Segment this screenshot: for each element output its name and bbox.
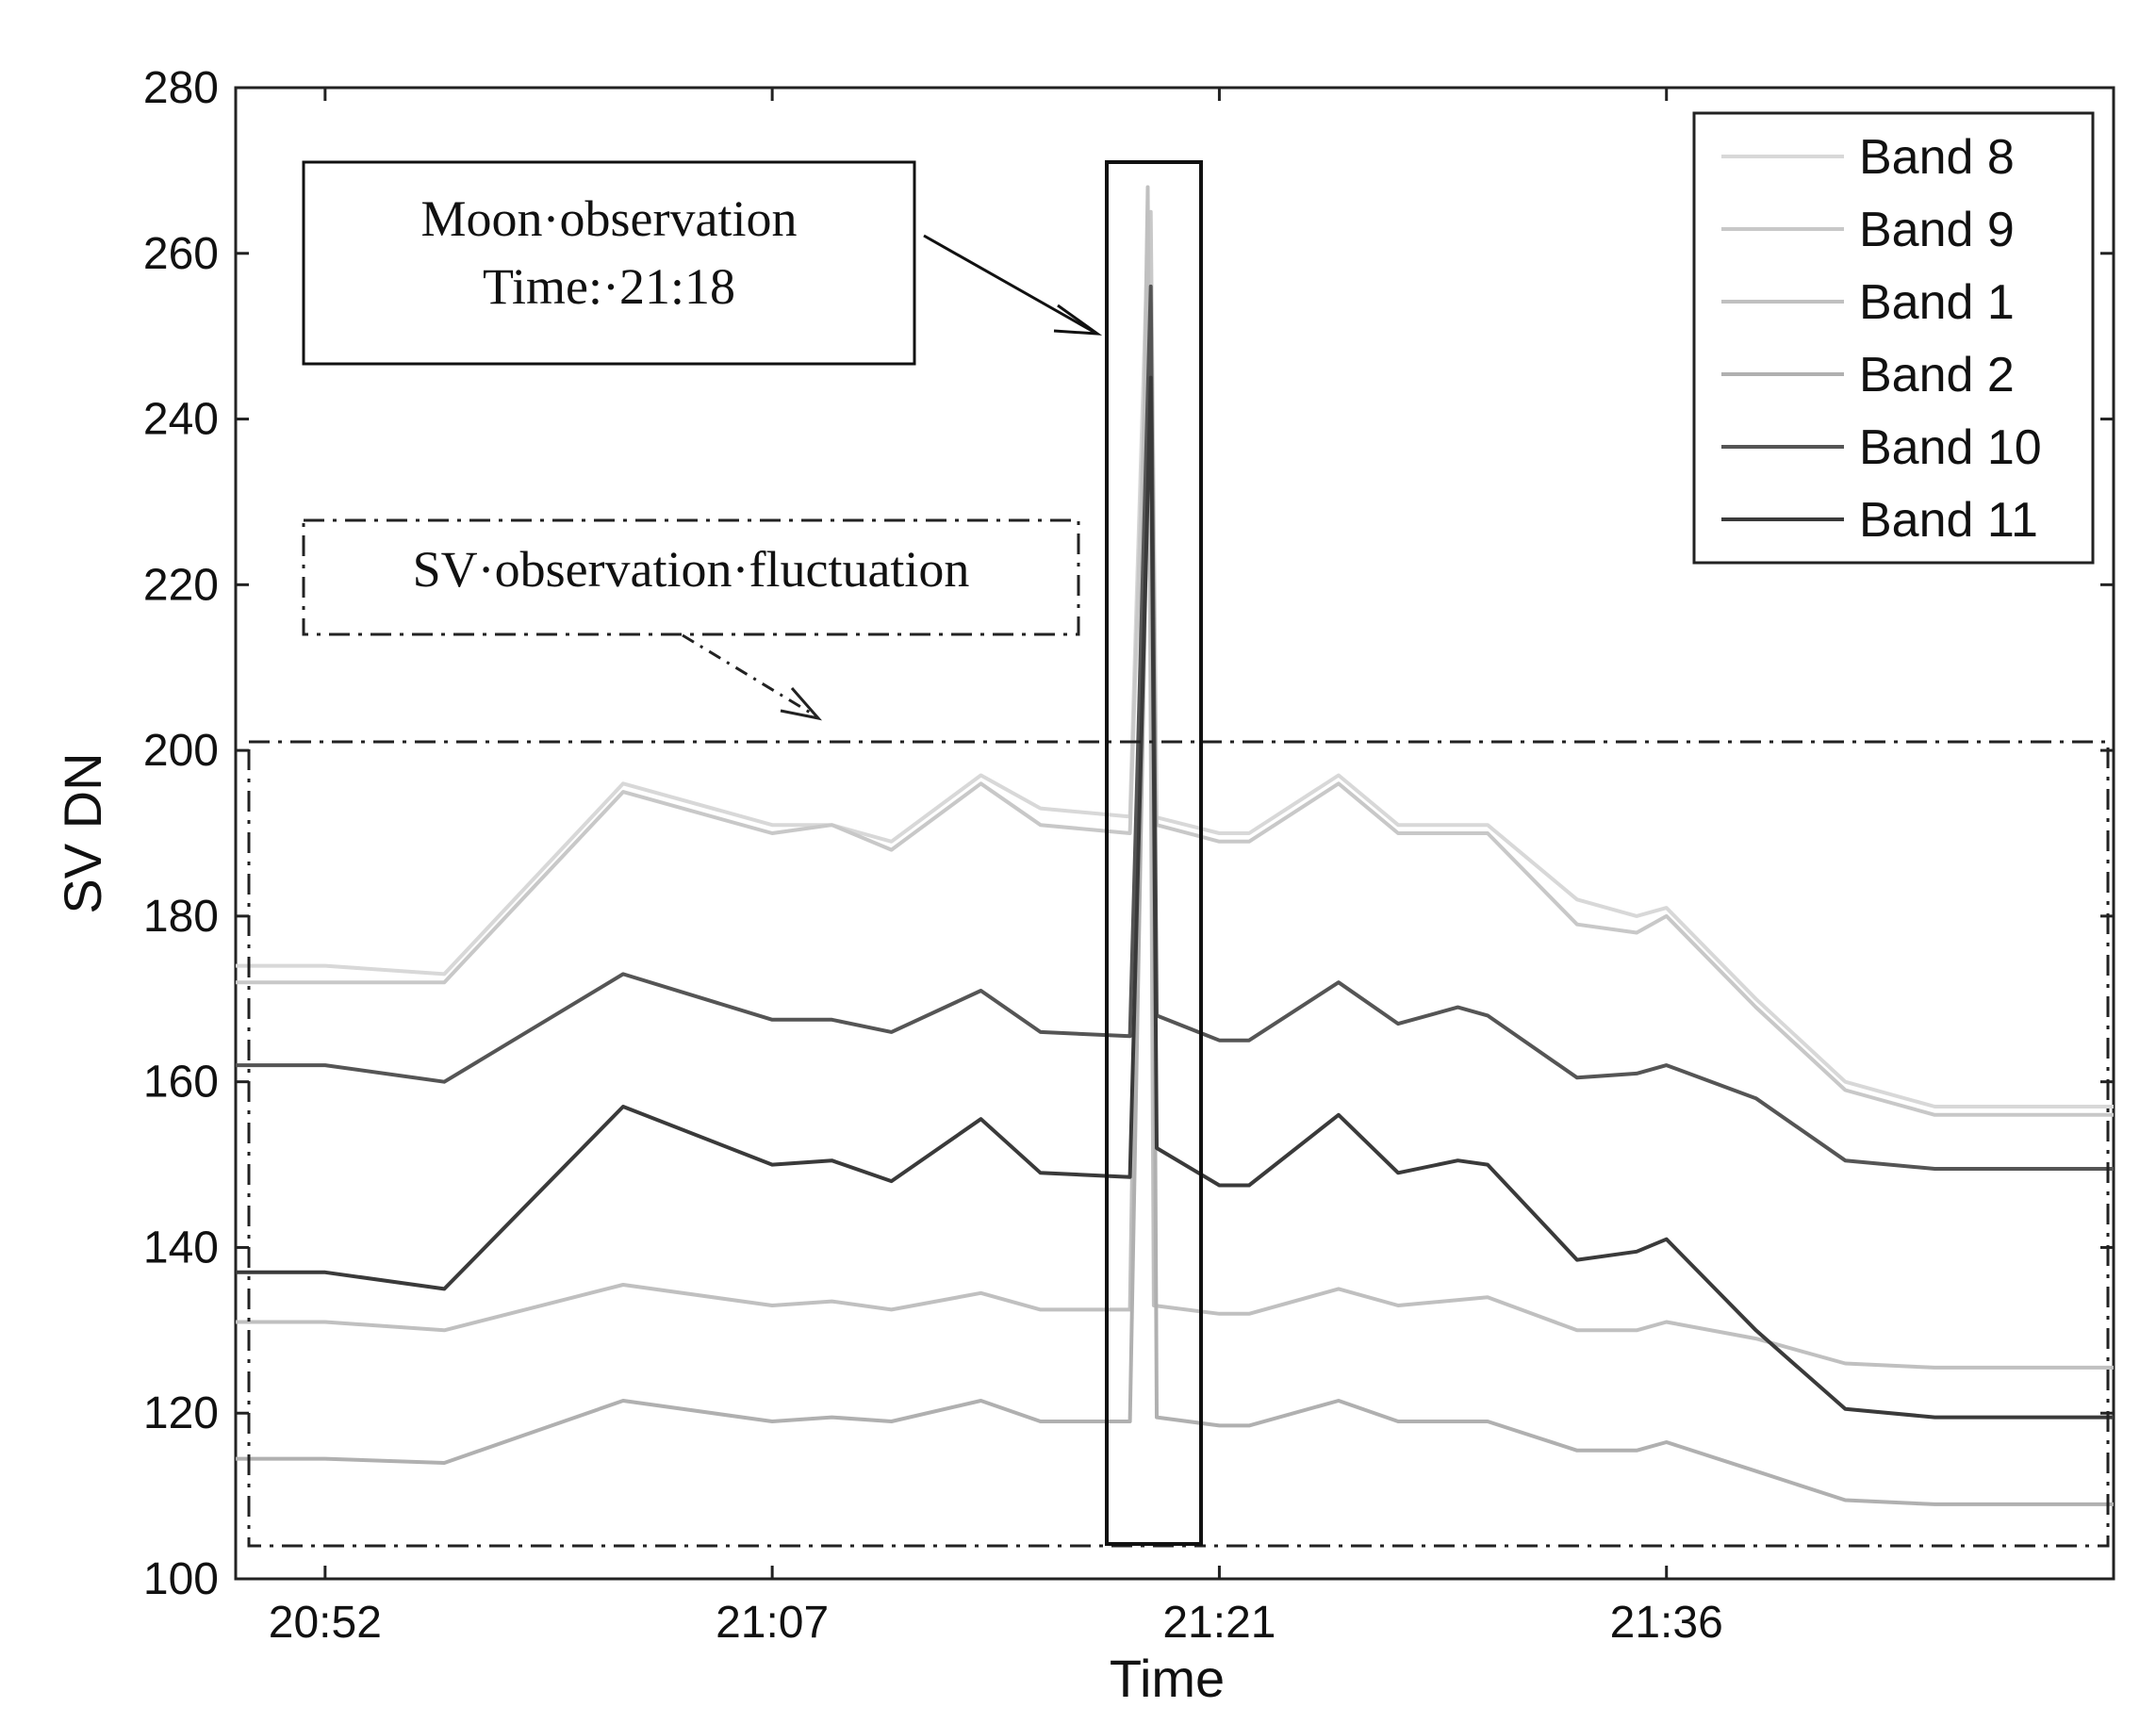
legend-box [1692,111,2095,565]
y-tick-label: 180 [143,892,219,942]
moon-annotation-box [302,160,916,366]
series-line-band-10 [236,284,2114,1171]
legend-label: Band 11 [1859,493,2038,548]
x-tick-label: 20:52 [269,1598,382,1648]
moon-annotation-line2: Time:·21:18 [483,258,735,315]
sv-arrow [682,633,823,721]
y-tick-label: 280 [143,63,219,113]
sv-fluctuation-region [247,740,2110,1548]
moon-observation-box [1105,160,1203,1546]
y-axis-ticks: 100 120 140 160 180 200 220 240 260 280 [143,63,2114,1604]
sv-annotation-text: SV·observation·fluctuation [413,541,970,598]
x-tick-label: 21:21 [1162,1598,1275,1648]
moon-arrow [923,234,1103,336]
x-axis-ticks: 20:52 21:07 21:21 21:36 [269,88,1723,1648]
x-tick-label: 21:07 [716,1598,829,1648]
moon-annotation-line1: Moon·observation [421,190,798,247]
series-line-band-8 [236,235,2114,1108]
sv-region-right [1199,740,2110,1548]
y-tick-label: 160 [143,1058,219,1108]
legend-label: Band 8 [1859,130,2015,185]
y-tick-label: 100 [143,1554,219,1604]
y-axis-label: SV DN [53,752,112,913]
y-tick-label: 240 [143,395,219,445]
series-line-band-9 [236,209,2114,1117]
legend-label: Band 10 [1859,420,2042,475]
sv-region-left [247,740,1203,1548]
legend-label: Band 2 [1859,348,2015,402]
legend-label: Band 9 [1859,203,2015,257]
x-tick-label: 21:36 [1610,1598,1723,1648]
legend: Band 8 Band 9 Band 1 Band 2 Band 10 Band 11 [1721,130,2042,548]
x-axis-label: Time [1110,1649,1225,1708]
y-tick-label: 140 [143,1223,219,1272]
sv-annotation-box [302,518,1080,636]
series-line-band-2 [236,301,2114,1506]
series-line-band-1 [236,185,2114,1370]
legend-label: Band 1 [1859,275,2015,330]
series-layer [236,185,2114,1506]
series-line-band-11 [236,375,2114,1420]
y-tick-label: 120 [143,1388,219,1438]
y-tick-label: 260 [143,229,219,279]
y-tick-label: 220 [143,560,219,610]
y-tick-label: 200 [143,726,219,776]
